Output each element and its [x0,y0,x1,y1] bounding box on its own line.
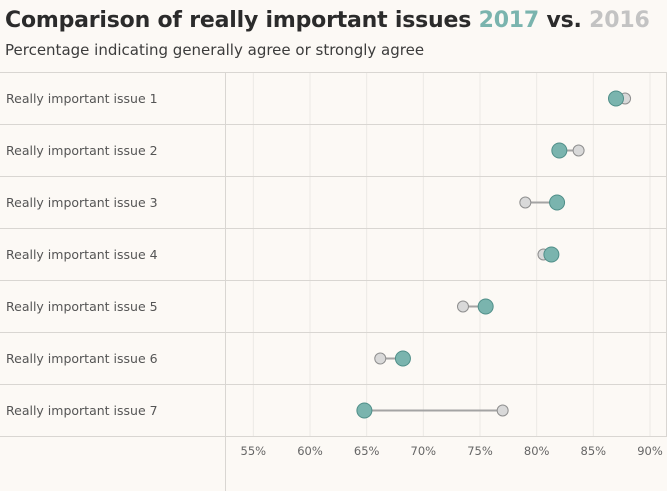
chart-subtitle: Percentage indicating generally agree or… [5,41,425,59]
point-2017 [543,246,560,263]
row-label: Really important issue 4 [6,247,158,262]
row-label: Really important issue 2 [6,143,158,158]
chart-title: Comparison of really important issues 20… [5,8,650,33]
point-2016 [374,352,387,365]
x-tick-label: 85% [581,444,607,458]
point-2017 [608,90,624,107]
row-label: Really important issue 3 [6,195,158,210]
title-prefix: Comparison of really important issues [5,8,479,33]
row-label: Really important issue 1 [6,91,158,106]
title-year-2016: 2016 [589,8,650,33]
row-label: Really important issue 5 [6,299,158,314]
x-tick-label: 60% [297,444,323,458]
x-tick-label: 70% [411,444,437,458]
x-tick-label: 80% [524,444,550,458]
point-2017 [549,194,566,211]
point-2017 [394,350,411,367]
point-2017 [356,402,373,419]
title-vs: vs. [539,8,590,33]
x-tick-label: 65% [354,444,380,458]
x-tick-label: 90% [637,444,663,458]
point-2016 [572,144,585,157]
point-2017 [477,298,494,315]
x-tick-label: 75% [467,444,493,458]
row-label: Really important issue 7 [6,403,158,418]
point-2016 [496,404,509,417]
row-label: Really important issue 6 [6,351,158,366]
x-tick-label: 55% [241,444,267,458]
point-2016 [519,196,532,209]
title-year-2017: 2017 [478,8,540,33]
point-2017 [551,142,568,159]
point-2016 [457,300,469,313]
